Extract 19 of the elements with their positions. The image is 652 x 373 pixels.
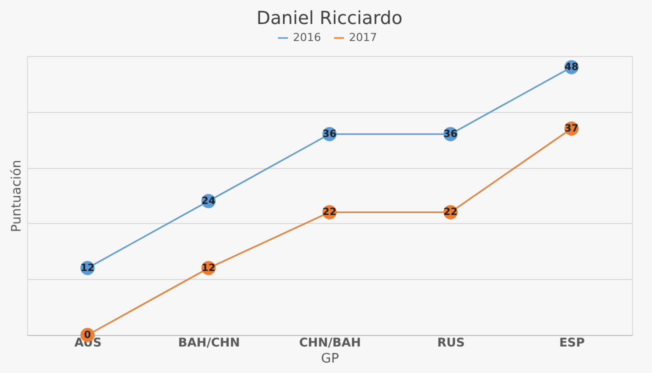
data-label: 22 (322, 207, 336, 218)
chart-title: Daniel Ricciardo (256, 8, 402, 29)
y-axis-title: Puntuación (10, 160, 24, 232)
data-label: 12 (80, 263, 94, 274)
legend-label: 2016 (293, 31, 321, 44)
data-label: 24 (202, 196, 216, 208)
legend-label: 2017 (349, 31, 377, 44)
x-axis-title: GP (321, 352, 340, 366)
data-label: 0 (84, 330, 92, 341)
x-tick-label: BAH/CHN (178, 336, 240, 350)
data-label: 36 (322, 129, 336, 140)
data-label: 48 (564, 62, 578, 74)
data-label: 37 (564, 124, 578, 135)
data-label: 36 (444, 129, 458, 140)
data-label: 22 (444, 207, 458, 218)
data-label: 12 (202, 263, 216, 274)
x-tick-label: ESP (559, 336, 586, 350)
x-tick-label: RUS (437, 336, 465, 350)
x-tick-label: CHN/BAH (299, 336, 361, 350)
